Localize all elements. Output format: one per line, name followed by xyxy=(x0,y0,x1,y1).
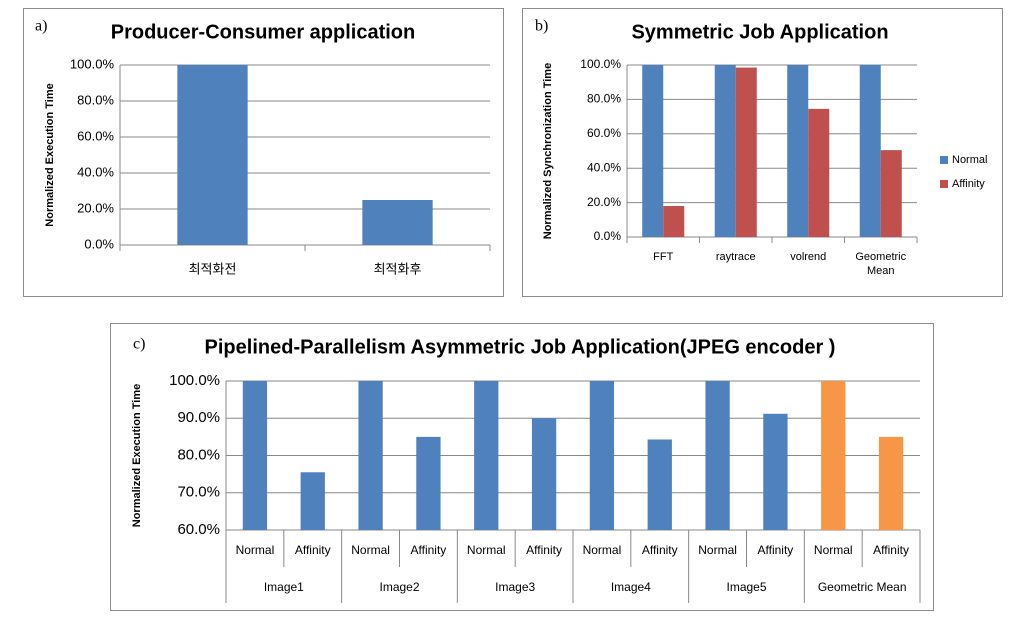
x-tick-label: Image1 xyxy=(264,580,304,594)
x-tick-label: Geometric Mean xyxy=(818,580,907,594)
y-tick-label: 40.0% xyxy=(587,160,621,174)
y-tick-label: 60.0% xyxy=(587,126,621,140)
y-tick-label: 40.0% xyxy=(77,164,114,179)
x-tick-label-box: Geometric Mean xyxy=(855,251,907,278)
y-tick-label: 80.0% xyxy=(77,92,114,107)
x-tick-label-box: FFT xyxy=(653,251,674,263)
x-tick-label: raytrace xyxy=(715,251,756,263)
y-axis-label: Normalized Execution Time xyxy=(44,83,56,226)
legend-swatch xyxy=(940,180,948,188)
x-tick-label: Geometric Mean xyxy=(855,251,907,278)
bar xyxy=(714,65,736,237)
y-axis-label: Normalized Synchronization Time xyxy=(542,63,554,239)
y-tick-label: 90.0% xyxy=(177,409,220,426)
x-tick-label: volrend xyxy=(790,251,827,263)
bar xyxy=(763,413,788,530)
panel-frame xyxy=(110,323,934,611)
x-sub-label: Normal xyxy=(467,543,506,557)
legend-swatch xyxy=(940,156,948,164)
y-tick-label: 0.0% xyxy=(84,236,114,251)
bar xyxy=(735,67,757,237)
x-tick-label: FFT xyxy=(653,251,674,263)
x-sub-label: Normal xyxy=(236,543,275,557)
panel-label: c) xyxy=(133,336,145,353)
bar xyxy=(474,381,499,530)
bar xyxy=(705,381,730,530)
y-tick-label: 100.0% xyxy=(70,56,115,71)
y-tick-label: 0.0% xyxy=(594,229,622,243)
chart-title: Producer-Consumer application xyxy=(111,21,416,43)
bar xyxy=(416,436,441,530)
bar xyxy=(880,150,902,237)
bar xyxy=(878,436,904,530)
y-tick-label: 70.0% xyxy=(177,484,220,501)
y-tick-label: 100.0% xyxy=(169,372,220,389)
x-sub-label: Affinity xyxy=(526,543,562,557)
bar xyxy=(242,381,268,530)
legend-label: Normal xyxy=(952,154,987,166)
chart-title: Symmetric Job Application xyxy=(631,21,888,43)
bar xyxy=(821,381,846,530)
bar xyxy=(362,200,433,245)
y-tick-label: 60.0% xyxy=(77,128,114,143)
x-tick-label-box: volrend xyxy=(790,251,827,263)
x-tick-label-box: raytrace xyxy=(715,251,756,263)
bar xyxy=(808,108,830,237)
x-tick-label: Image3 xyxy=(495,580,535,594)
panel-frame xyxy=(23,8,504,297)
x-sub-label: Normal xyxy=(583,543,622,557)
bar xyxy=(787,65,809,237)
bar xyxy=(642,65,664,237)
y-axis-label: Normalized Execution Time xyxy=(131,384,143,527)
bar xyxy=(531,418,557,530)
x-sub-label: Affinity xyxy=(295,543,331,557)
bar xyxy=(647,439,672,530)
legend-label: Affinity xyxy=(952,178,985,190)
x-sub-label: Normal xyxy=(698,543,737,557)
bar xyxy=(663,206,685,237)
chart-title: Pipelined-Parallelism Asymmetric Job App… xyxy=(205,336,836,358)
y-tick-label: 20.0% xyxy=(587,195,621,209)
panel-label: a) xyxy=(35,18,47,35)
x-sub-label: Affinity xyxy=(873,543,909,557)
x-sub-label: Affinity xyxy=(758,543,794,557)
y-tick-label: 80.0% xyxy=(177,446,220,463)
x-tick-label: 최적화전 xyxy=(189,261,237,276)
x-sub-label: Affinity xyxy=(411,543,447,557)
x-sub-label: Affinity xyxy=(642,543,678,557)
y-tick-label: 80.0% xyxy=(587,92,621,106)
bar xyxy=(300,472,325,530)
bar xyxy=(177,65,248,245)
y-tick-label: 20.0% xyxy=(77,200,114,215)
bar xyxy=(859,65,881,237)
x-sub-label: Normal xyxy=(814,543,853,557)
x-tick-label: Image2 xyxy=(379,580,419,594)
panel-label: b) xyxy=(535,18,548,35)
bar xyxy=(358,381,383,530)
x-sub-label: Normal xyxy=(351,543,390,557)
x-tick-label: 최적화후 xyxy=(374,261,422,276)
panel-frame xyxy=(522,8,1003,297)
bar xyxy=(589,381,615,530)
y-tick-label: 100.0% xyxy=(580,57,621,71)
x-tick-label: Image5 xyxy=(726,580,766,594)
x-tick-label: Image4 xyxy=(611,580,651,594)
y-tick-label: 60.0% xyxy=(177,521,220,538)
